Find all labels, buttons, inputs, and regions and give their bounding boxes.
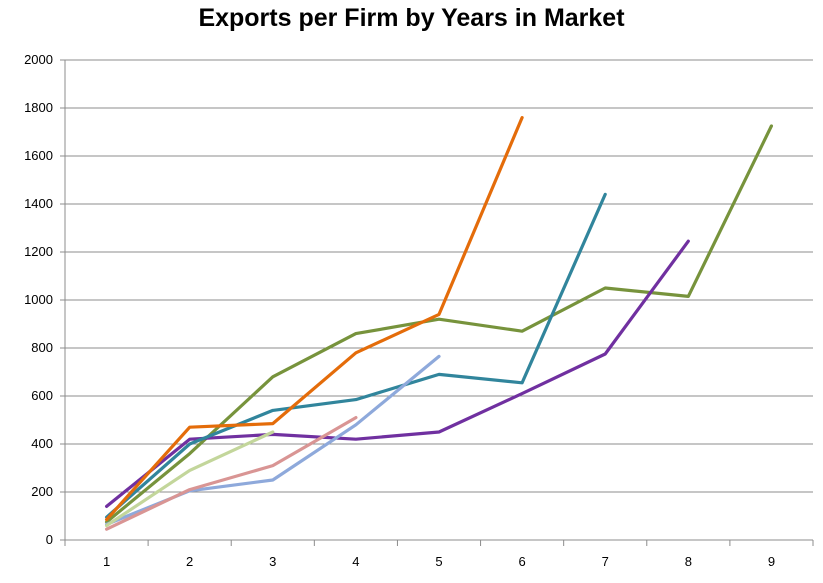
- x-tick-label: 4: [352, 554, 359, 569]
- series-line-5: [104, 354, 441, 527]
- series-line-1: [104, 124, 774, 524]
- y-tick-label: 1200: [24, 244, 53, 259]
- x-tick-label: 5: [435, 554, 442, 569]
- x-tick-label: 6: [518, 554, 525, 569]
- gridlines: [65, 59, 813, 493]
- y-tick-label: 1600: [24, 148, 53, 163]
- x-tick-label: 1: [103, 554, 110, 569]
- y-tick-label: 1800: [24, 100, 53, 115]
- y-tick-label: 1000: [24, 292, 53, 307]
- y-tick-label: 800: [31, 340, 53, 355]
- axes: [60, 59, 814, 546]
- y-tick-label: 200: [31, 484, 53, 499]
- y-tick-label: 2000: [24, 52, 53, 67]
- chart-title: Exports per Firm by Years in Market: [198, 4, 625, 32]
- series-lines: [104, 115, 774, 531]
- y-tick-label: 600: [31, 388, 53, 403]
- series-line-6: [104, 416, 358, 531]
- y-tick-label: 1400: [24, 196, 53, 211]
- x-tick-label: 2: [186, 554, 193, 569]
- x-tick-label: 8: [685, 554, 692, 569]
- y-tick-label: 400: [31, 436, 53, 451]
- series-line-3: [104, 192, 607, 519]
- series-line-4: [104, 115, 524, 522]
- series-line-7: [104, 430, 275, 528]
- x-tick-label: 7: [602, 554, 609, 569]
- y-tick-label: 0: [46, 532, 53, 547]
- y-tick-labels: 0 200 400 600 800 1000 1200 1400 1600 1800 2000: [24, 52, 53, 547]
- x-tick-label: 3: [269, 554, 276, 569]
- series-line-2: [104, 239, 690, 508]
- x-tick-label: 9: [768, 554, 775, 569]
- x-tick-labels: 1 2 3 4 5 6 7 8 9: [103, 554, 775, 569]
